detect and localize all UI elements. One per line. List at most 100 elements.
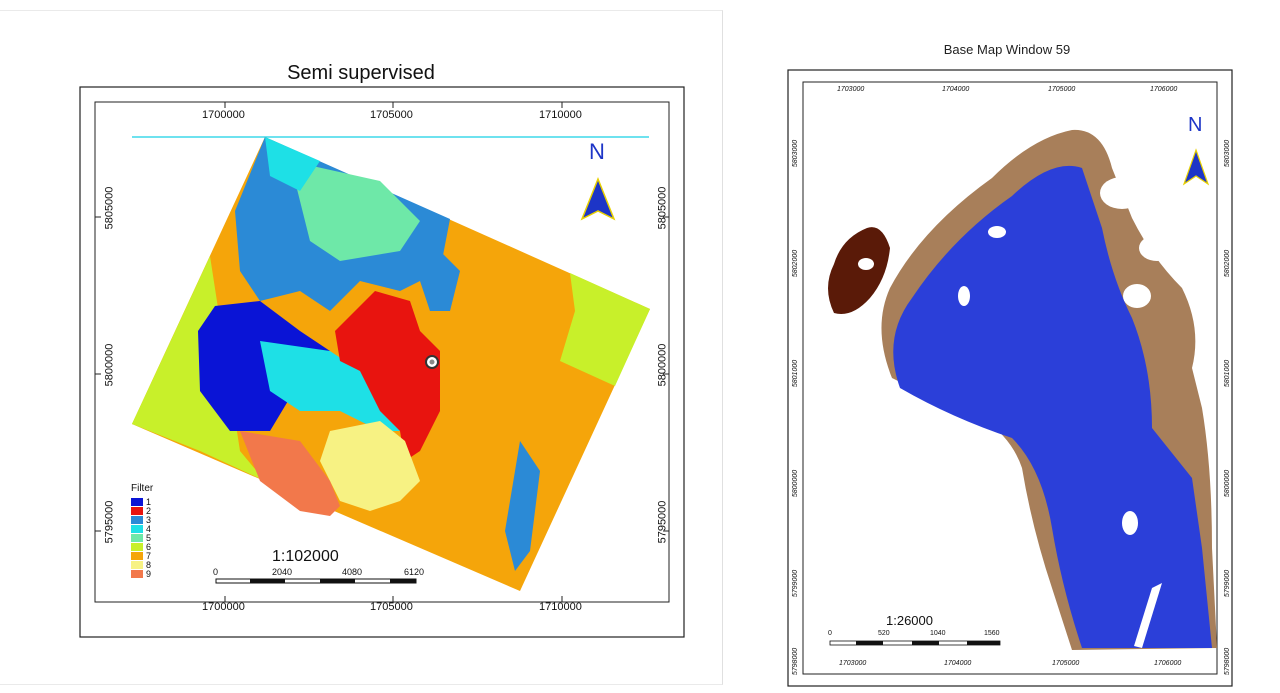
right-tick-label: 5800000 (1224, 469, 1232, 498)
island-gap (1122, 511, 1138, 535)
legend-swatch (131, 534, 143, 542)
legend-swatch (131, 516, 143, 524)
top-tick-label: 1700000 (202, 109, 245, 121)
legend-item: 9 (131, 569, 151, 579)
legend-swatch (131, 525, 143, 533)
legend-item: 3 (131, 515, 151, 525)
scale-tick-label: 2040 (272, 567, 293, 577)
right-tick-label: 5801000 (1224, 359, 1232, 388)
bottom-tick-label: 1705000 (1052, 660, 1080, 667)
class-region-4 (265, 137, 320, 191)
right-tick-label: 5802000 (1224, 249, 1232, 278)
scale-bar-segment (320, 579, 355, 583)
legend-item: 7 (131, 551, 151, 561)
class-region-3 (420, 251, 460, 311)
class-region-1 (198, 301, 330, 431)
inner-frame (802, 81, 1218, 675)
left-tick-label: 5800000 (103, 343, 116, 387)
top-tick-label: 1705000 (370, 109, 413, 121)
legend-item: 1 (131, 497, 151, 507)
island-gap (988, 226, 1006, 238)
outer-frame (787, 69, 1233, 687)
scale-tick-label: 6120 (404, 567, 425, 577)
base-map-window-panel: Base Map Window 59 1703000 1704000 17050… (772, 28, 1242, 688)
bottom-tick-label: 1703000 (839, 660, 867, 667)
legend-swatch (131, 507, 143, 515)
location-marker-icon (429, 359, 435, 365)
left-tick-label: 5802000 (792, 249, 800, 278)
scale-text: 1:26000 (886, 613, 933, 628)
semi-supervised-map (79, 86, 685, 638)
inner-frame (94, 101, 670, 603)
right-tick-label: 5795000 (656, 500, 669, 544)
top-tick-label: 1706000 (1150, 86, 1178, 93)
class-region-3 (505, 441, 540, 571)
legend-item: 2 (131, 506, 151, 516)
class-region-9 (240, 431, 340, 516)
legend-item: 8 (131, 560, 151, 570)
base-map (787, 69, 1233, 687)
left-tick-label: 5799000 (792, 569, 800, 598)
scale-bar (215, 578, 417, 584)
scale-tick-label: 4080 (342, 567, 363, 577)
island-gap (858, 258, 874, 270)
north-arrow-icon (1182, 148, 1210, 186)
legend-swatch (131, 498, 143, 506)
semi-supervised-map-panel: Semi supervised (0, 10, 723, 685)
scale-tick-label: 0 (213, 567, 219, 577)
legend-title: Filter (131, 483, 154, 494)
north-label: N (589, 139, 605, 164)
top-tick-label: 1704000 (942, 86, 970, 93)
right-tick-label: 5799000 (1224, 569, 1232, 598)
legend-item: 5 (131, 533, 151, 543)
class-region-5 (290, 161, 420, 261)
right-tick-label: 5803000 (1224, 139, 1232, 168)
bottom-tick-label: 1704000 (944, 660, 972, 667)
bottom-tick-label: 1705000 (370, 601, 413, 613)
outer-frame (79, 86, 685, 638)
top-tick-label: 1705000 (1048, 86, 1076, 93)
island-gap (958, 286, 970, 306)
right-tick-label: 5805000 (656, 186, 669, 230)
scale-tick-label: 520 (878, 630, 890, 637)
island-gap (1100, 177, 1144, 209)
island-region (828, 227, 890, 314)
bottom-tick-label: 1700000 (202, 601, 245, 613)
scale-tick-label: 1560 (984, 630, 1000, 637)
left-tick-label: 5800000 (792, 469, 800, 498)
class-region-6 (560, 273, 650, 386)
scale-tick-label: 1040 (930, 630, 946, 637)
class-region-8 (320, 421, 420, 511)
scale-text: 1:102000 (272, 548, 339, 565)
legend-swatch (131, 543, 143, 551)
island-gap (1134, 583, 1162, 648)
right-tick-label: 5798000 (1224, 647, 1232, 676)
left-tick-label: 5803000 (792, 139, 800, 168)
scale-tick-label: 0 (828, 630, 832, 637)
scale-bar-segment (390, 579, 416, 583)
right-tick-label: 5800000 (656, 343, 669, 387)
class-region-2 (335, 291, 440, 461)
north-label: N (1188, 114, 1203, 136)
legend-swatch (131, 561, 143, 569)
legend-swatch (131, 552, 143, 560)
scale-bar-segment (856, 641, 883, 645)
island-gap (1123, 284, 1151, 308)
legend-item: 4 (131, 524, 151, 534)
island-gap (1139, 235, 1175, 261)
scale-bar-segment (250, 579, 285, 583)
left-tick-label: 5798000 (792, 647, 800, 676)
north-arrow-icon (580, 176, 616, 221)
top-tick-label: 1703000 (837, 86, 865, 93)
scale-bar-segment (967, 641, 1000, 645)
bottom-tick-label: 1710000 (539, 601, 582, 613)
top-tick-label: 1710000 (539, 109, 582, 121)
left-tick-label: 5805000 (103, 186, 116, 230)
bottom-tick-label: 1706000 (1154, 660, 1182, 667)
map-title: Semi supervised (287, 62, 435, 84)
scale-bar-segment (912, 641, 939, 645)
map-title: Base Map Window 59 (943, 42, 1071, 57)
legend-item: 6 (131, 542, 151, 552)
left-tick-label: 5801000 (792, 359, 800, 388)
legend-swatch (131, 570, 143, 578)
